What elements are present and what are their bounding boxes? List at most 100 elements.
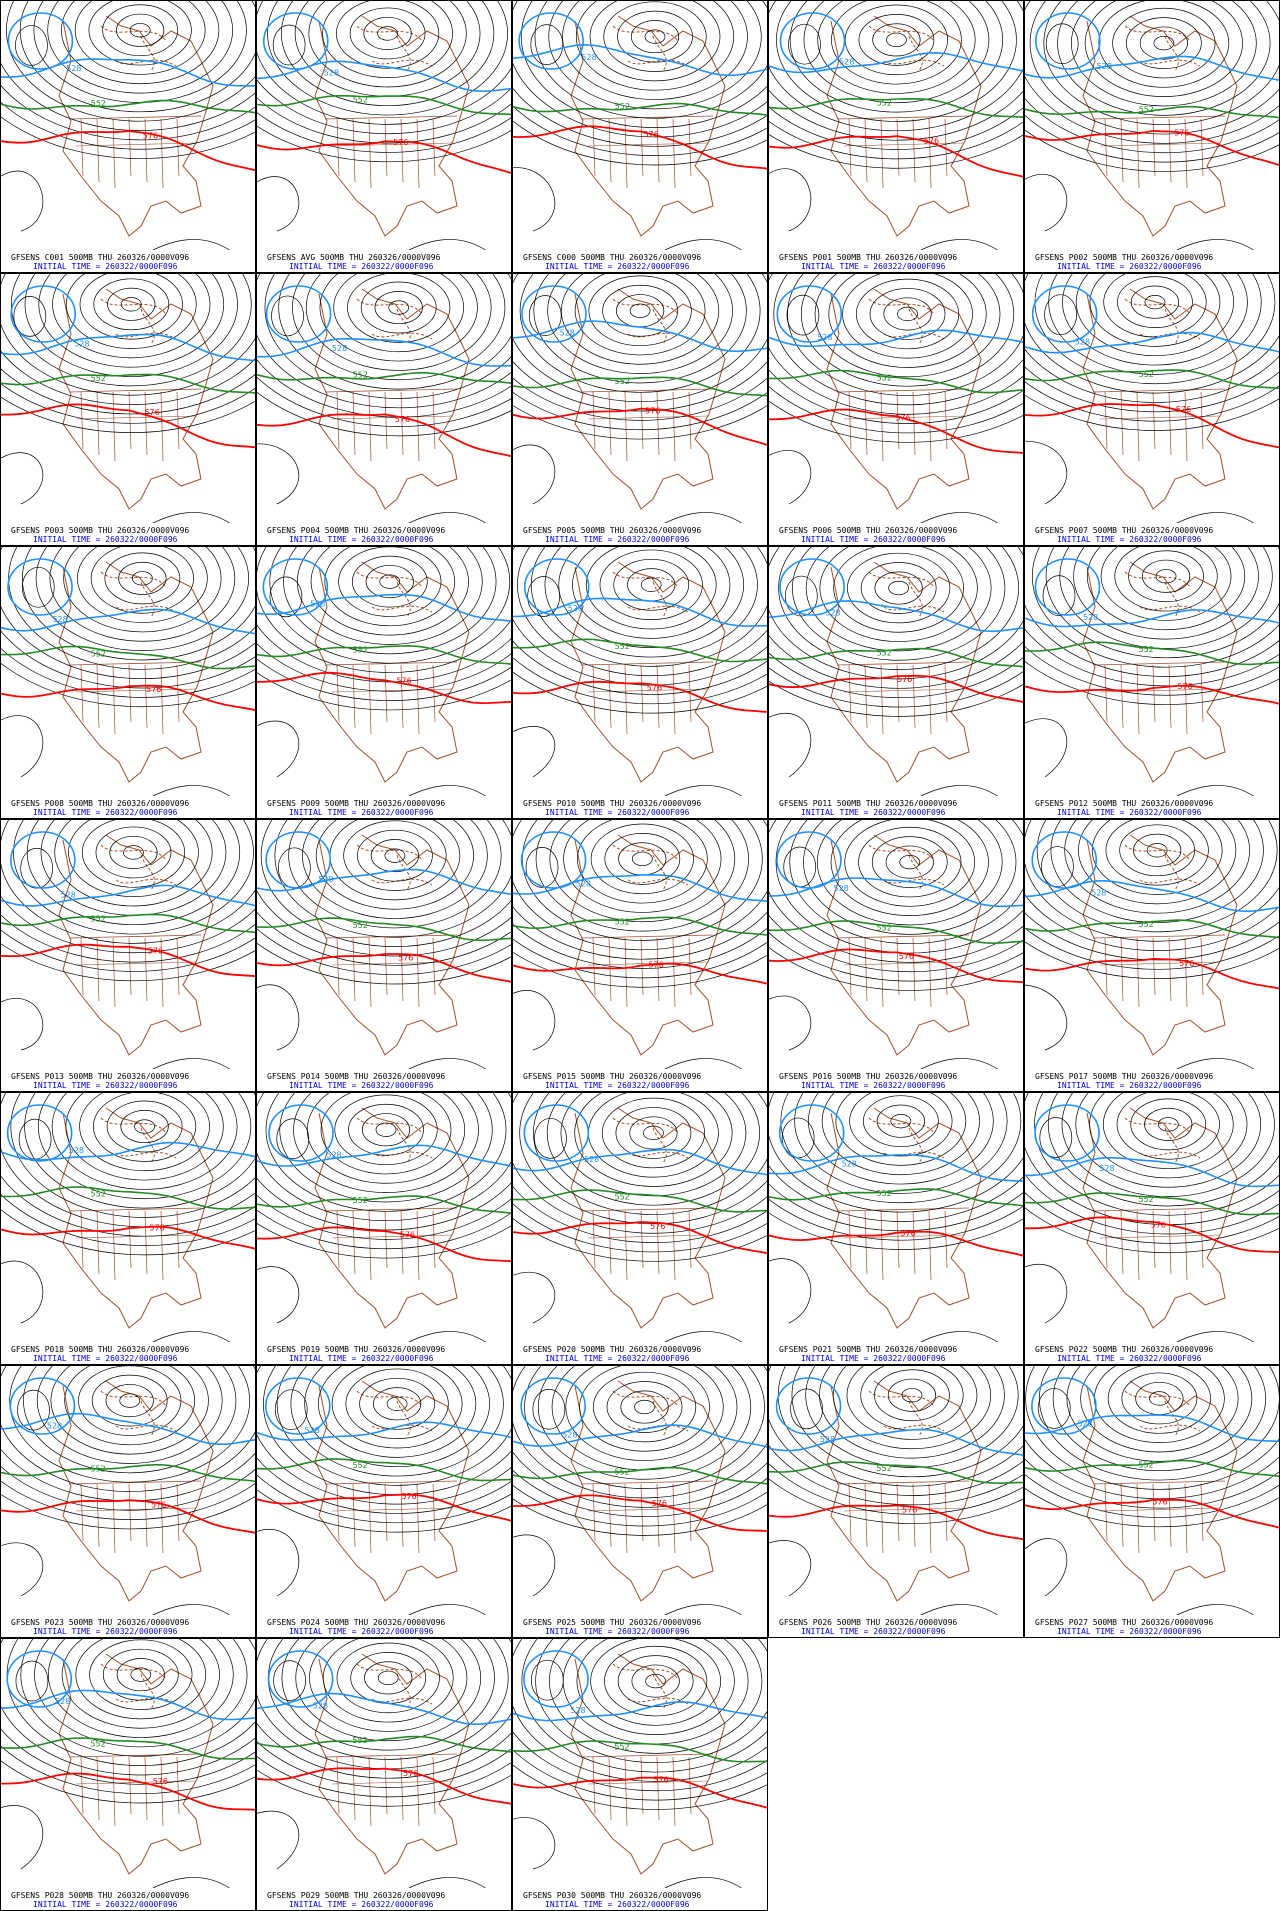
height-contour (257, 1639, 511, 1770)
state-border (1184, 1483, 1188, 1554)
height-contour (629, 303, 651, 318)
state-border (416, 391, 420, 462)
height-contour (281, 1639, 495, 1751)
contour-line (769, 647, 1023, 668)
state-border (624, 118, 628, 189)
height-contour (1025, 366, 1279, 413)
height-contour (513, 87, 767, 147)
height-contour (769, 449, 1000, 525)
state-border (608, 937, 612, 1002)
contour-label: 576 (645, 407, 660, 416)
height-contour (1139, 26, 1188, 60)
contour-line (769, 948, 1023, 984)
state-border (1120, 1483, 1124, 1548)
height-contour (65, 1093, 224, 1181)
border (580, 115, 714, 120)
state-border (864, 1210, 868, 1275)
state-border (416, 118, 420, 189)
height-contour (1119, 824, 1196, 877)
state-border (144, 118, 148, 183)
height-contour (874, 1369, 950, 1422)
height-contour (1130, 285, 1180, 319)
border (580, 661, 714, 666)
contour-line (769, 135, 1023, 178)
height-contour (345, 1368, 449, 1440)
map-panel: 528 552 576 GFSENS P008 500MB THU 260326/00… (0, 546, 256, 819)
height-contour (269, 547, 511, 664)
height-contour (61, 1, 220, 85)
height-contour (1091, 820, 1223, 895)
contour-label: 576 (395, 415, 410, 424)
height-contour (769, 947, 1023, 991)
height-contour (1100, 547, 1232, 621)
map-layers: 528 552 576 (513, 1639, 767, 1890)
height-contour (47, 1639, 234, 1738)
border (1099, 688, 1221, 693)
contour-line (513, 1189, 767, 1213)
contour-line (769, 877, 1023, 908)
state-border (1136, 1483, 1140, 1554)
height-contour (601, 1097, 706, 1169)
map-layers: 528 552 576 (257, 1639, 511, 1890)
state-border (432, 937, 436, 996)
height-contour (1144, 1107, 1193, 1141)
height-contour (1025, 718, 1256, 798)
panel-title: GFSENS P028 500MB THU 260326/0000V096 (11, 1891, 189, 1900)
contour-line (1031, 285, 1098, 343)
panel-title: GFSENS P005 500MB THU 260326/0000V096 (523, 526, 701, 535)
height-contour (530, 24, 564, 65)
height-contour (257, 1093, 511, 1222)
height-contour (769, 1540, 1000, 1617)
state-border (672, 1210, 676, 1281)
height-contour (296, 547, 483, 645)
state-border (96, 1756, 100, 1821)
height-contour (817, 1, 976, 94)
height-contour (13, 820, 254, 935)
height-contour (1025, 394, 1279, 431)
contour-line (1, 1225, 255, 1250)
height-contour (565, 1366, 724, 1461)
contour-line (513, 1221, 767, 1255)
coastline (314, 288, 470, 510)
state-border (1200, 1210, 1204, 1269)
state-border (672, 937, 676, 1008)
panel-title: GFSENS P025 500MB THU 260326/0000V096 (523, 1618, 701, 1627)
contour-line (779, 558, 845, 616)
contour-label: 528 (560, 328, 575, 337)
height-contour (302, 820, 488, 919)
height-contour (883, 297, 932, 331)
contour-line (257, 1226, 511, 1263)
height-contour (6, 1, 255, 122)
map: 528 552 576 GFSENS P021 500MB THU 260326/00… (769, 1093, 1023, 1364)
height-contour (617, 10, 693, 63)
height-contour (513, 640, 767, 695)
contour-line (513, 1701, 767, 1722)
height-contour (1089, 1093, 1248, 1179)
height-contour (532, 1388, 566, 1430)
initial-time: INITIAL TIME = 260322/0000F096 (1057, 535, 1202, 544)
state-border (608, 1756, 612, 1821)
height-contour (830, 820, 989, 916)
panel-title: GFSENS AVG 500MB THU 260326/0000V096 (267, 253, 441, 262)
map-panel: 528 552 576 GFSENS P029 500MB THU 260326/00… (256, 1638, 512, 1911)
height-contour (513, 726, 744, 798)
state-border (864, 118, 868, 183)
contour-label: 528 (825, 608, 840, 617)
height-contour (588, 1093, 719, 1178)
height-contour (513, 167, 744, 252)
border (580, 388, 714, 393)
height-contour (769, 274, 1023, 415)
height-contour (1037, 1388, 1071, 1429)
contour-label: 528 (74, 339, 89, 348)
panel-title: GFSENS P010 500MB THU 260326/0000V096 (523, 799, 701, 808)
height-contour (1025, 1192, 1279, 1244)
contour-line (776, 831, 842, 889)
map-layers: 528 552 576 (257, 1, 511, 252)
initial-time: INITIAL TIME = 260322/0000F096 (545, 1081, 690, 1090)
caption-bg (1, 523, 255, 545)
contour-line (1, 645, 255, 670)
height-contour (832, 1366, 992, 1450)
contour-line (769, 674, 1023, 703)
height-contour (283, 547, 497, 655)
state-border (144, 1756, 148, 1821)
